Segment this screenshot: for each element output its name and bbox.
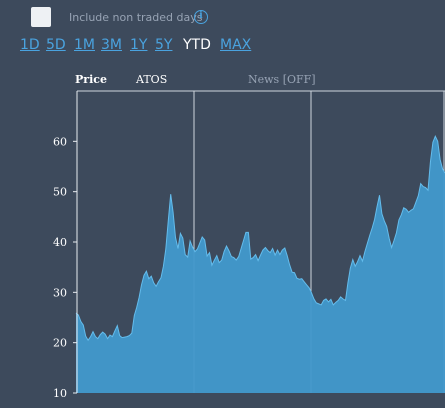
tab-price[interactable]: Price bbox=[75, 73, 107, 86]
y-tick-label: 30 bbox=[53, 286, 67, 299]
tab-news[interactable]: News [OFF] bbox=[248, 73, 316, 86]
chart-tabs: Price ATOS News [OFF] bbox=[0, 70, 445, 90]
price-line bbox=[75, 135, 445, 342]
options-bar: Include non traded days i bbox=[0, 0, 445, 34]
y-tick-label: 10 bbox=[53, 387, 67, 400]
period-1m[interactable]: 1M bbox=[74, 37, 95, 53]
price-area bbox=[76, 136, 445, 394]
period-max[interactable]: MAX bbox=[220, 37, 252, 53]
period-3m[interactable]: 3M bbox=[101, 37, 122, 53]
include-non-traded-label: Include non traded days bbox=[69, 11, 203, 24]
tab-symbol[interactable]: ATOS bbox=[136, 73, 168, 86]
y-tick-label: 20 bbox=[53, 337, 67, 350]
period-1d[interactable]: 1D bbox=[20, 37, 40, 53]
period-ytd[interactable]: YTD bbox=[183, 37, 211, 53]
period-5y[interactable]: 5Y bbox=[155, 37, 173, 53]
period-1y[interactable]: 1Y bbox=[130, 37, 148, 53]
y-tick-label: 50 bbox=[53, 186, 67, 199]
include-non-traded-checkbox[interactable] bbox=[31, 7, 51, 27]
price-chart[interactable]: 10 20 30 40 50 60 bbox=[0, 88, 445, 408]
y-tick-label: 40 bbox=[53, 236, 67, 249]
info-icon[interactable]: i bbox=[194, 10, 208, 24]
y-tick-label: 60 bbox=[53, 135, 67, 148]
period-5d[interactable]: 5D bbox=[46, 37, 66, 53]
